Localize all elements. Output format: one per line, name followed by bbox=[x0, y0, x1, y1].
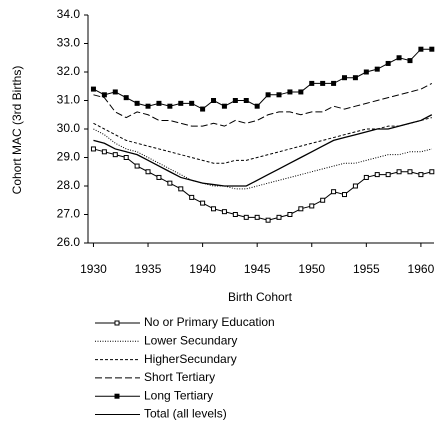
marker bbox=[287, 89, 293, 95]
y-tick-label: 26.0 bbox=[57, 235, 81, 249]
y-tick-label: 32.0 bbox=[57, 64, 81, 78]
marker bbox=[134, 163, 140, 169]
legend-label: Short Tertiary bbox=[144, 370, 215, 384]
marker bbox=[418, 46, 424, 52]
marker bbox=[341, 192, 347, 198]
marker bbox=[265, 92, 271, 98]
marker bbox=[178, 186, 184, 192]
x-tick-label: 1955 bbox=[353, 262, 380, 276]
marker bbox=[407, 58, 413, 64]
marker bbox=[123, 155, 129, 160]
y-tick-label: 27.0 bbox=[57, 207, 81, 221]
marker bbox=[90, 146, 96, 152]
marker bbox=[254, 214, 260, 220]
x-axis-label: Birth Cohort bbox=[228, 290, 293, 304]
marker bbox=[363, 69, 369, 75]
marker bbox=[265, 217, 271, 223]
series-line bbox=[93, 82, 433, 127]
marker bbox=[211, 98, 217, 103]
marker bbox=[200, 200, 206, 206]
series-line bbox=[93, 148, 432, 221]
x-tick-label: 1935 bbox=[135, 262, 162, 276]
marker bbox=[254, 103, 260, 109]
series-line bbox=[93, 128, 432, 190]
marker bbox=[221, 209, 227, 215]
y-tick-label: 34.0 bbox=[57, 7, 81, 21]
marker bbox=[309, 203, 315, 209]
marker bbox=[178, 100, 184, 106]
y-tick-label: 28.0 bbox=[57, 178, 81, 192]
marker bbox=[418, 172, 424, 178]
legend-label: Long Tertiary bbox=[144, 388, 213, 402]
marker bbox=[101, 92, 107, 98]
y-tick-label: 29.0 bbox=[57, 150, 81, 164]
marker bbox=[221, 103, 227, 109]
x-tick-label: 1940 bbox=[189, 262, 216, 276]
marker bbox=[101, 149, 107, 155]
x-tick-label: 1950 bbox=[298, 262, 325, 276]
marker bbox=[200, 106, 206, 112]
x-tick-label: 1930 bbox=[80, 262, 107, 276]
marker bbox=[243, 214, 249, 220]
marker bbox=[352, 75, 358, 81]
marker bbox=[114, 393, 120, 399]
y-axis-label: Cohort MAC (3rd Births) bbox=[10, 66, 24, 195]
series-line bbox=[93, 117, 432, 164]
marker bbox=[167, 180, 173, 186]
marker bbox=[90, 86, 96, 92]
marker bbox=[363, 174, 369, 180]
marker bbox=[429, 169, 435, 175]
marker bbox=[320, 197, 326, 203]
marker bbox=[309, 80, 315, 86]
marker bbox=[232, 98, 238, 103]
y-tick-label: 33.0 bbox=[57, 36, 81, 50]
marker bbox=[189, 100, 195, 106]
marker bbox=[211, 206, 217, 212]
marker bbox=[298, 89, 304, 95]
marker bbox=[112, 89, 118, 95]
marker bbox=[114, 320, 120, 326]
marker bbox=[243, 98, 249, 103]
marker bbox=[298, 206, 304, 212]
marker bbox=[341, 75, 347, 81]
marker bbox=[156, 174, 162, 180]
marker bbox=[145, 103, 151, 109]
legend-label: Lower Secundary bbox=[144, 333, 237, 347]
x-tick-label: 1945 bbox=[244, 262, 271, 276]
marker bbox=[352, 183, 358, 189]
marker bbox=[112, 152, 118, 158]
marker bbox=[331, 80, 337, 86]
marker bbox=[156, 100, 162, 106]
marker bbox=[429, 46, 435, 52]
marker bbox=[167, 103, 173, 109]
x-tick-label: 1960 bbox=[408, 262, 435, 276]
marker bbox=[276, 92, 282, 98]
marker bbox=[385, 60, 391, 66]
series-line bbox=[93, 114, 433, 187]
marker bbox=[276, 214, 282, 220]
marker bbox=[189, 194, 195, 200]
marker bbox=[396, 169, 402, 175]
marker bbox=[123, 95, 129, 101]
marker bbox=[232, 212, 238, 217]
marker bbox=[145, 169, 151, 175]
y-tick-label: 30.0 bbox=[57, 121, 81, 135]
marker bbox=[134, 100, 140, 106]
marker bbox=[287, 212, 293, 217]
marker bbox=[407, 169, 413, 175]
y-tick-label: 31.0 bbox=[57, 93, 81, 107]
legend-label: Total (all levels) bbox=[144, 407, 227, 421]
marker bbox=[396, 55, 402, 61]
marker bbox=[320, 80, 326, 86]
legend-label: HigherSecundary bbox=[144, 352, 237, 366]
marker bbox=[331, 189, 337, 195]
marker bbox=[385, 172, 391, 178]
series-line bbox=[93, 48, 432, 110]
legend-label: No or Primary Education bbox=[144, 315, 275, 329]
marker bbox=[374, 66, 380, 72]
marker bbox=[374, 172, 380, 178]
